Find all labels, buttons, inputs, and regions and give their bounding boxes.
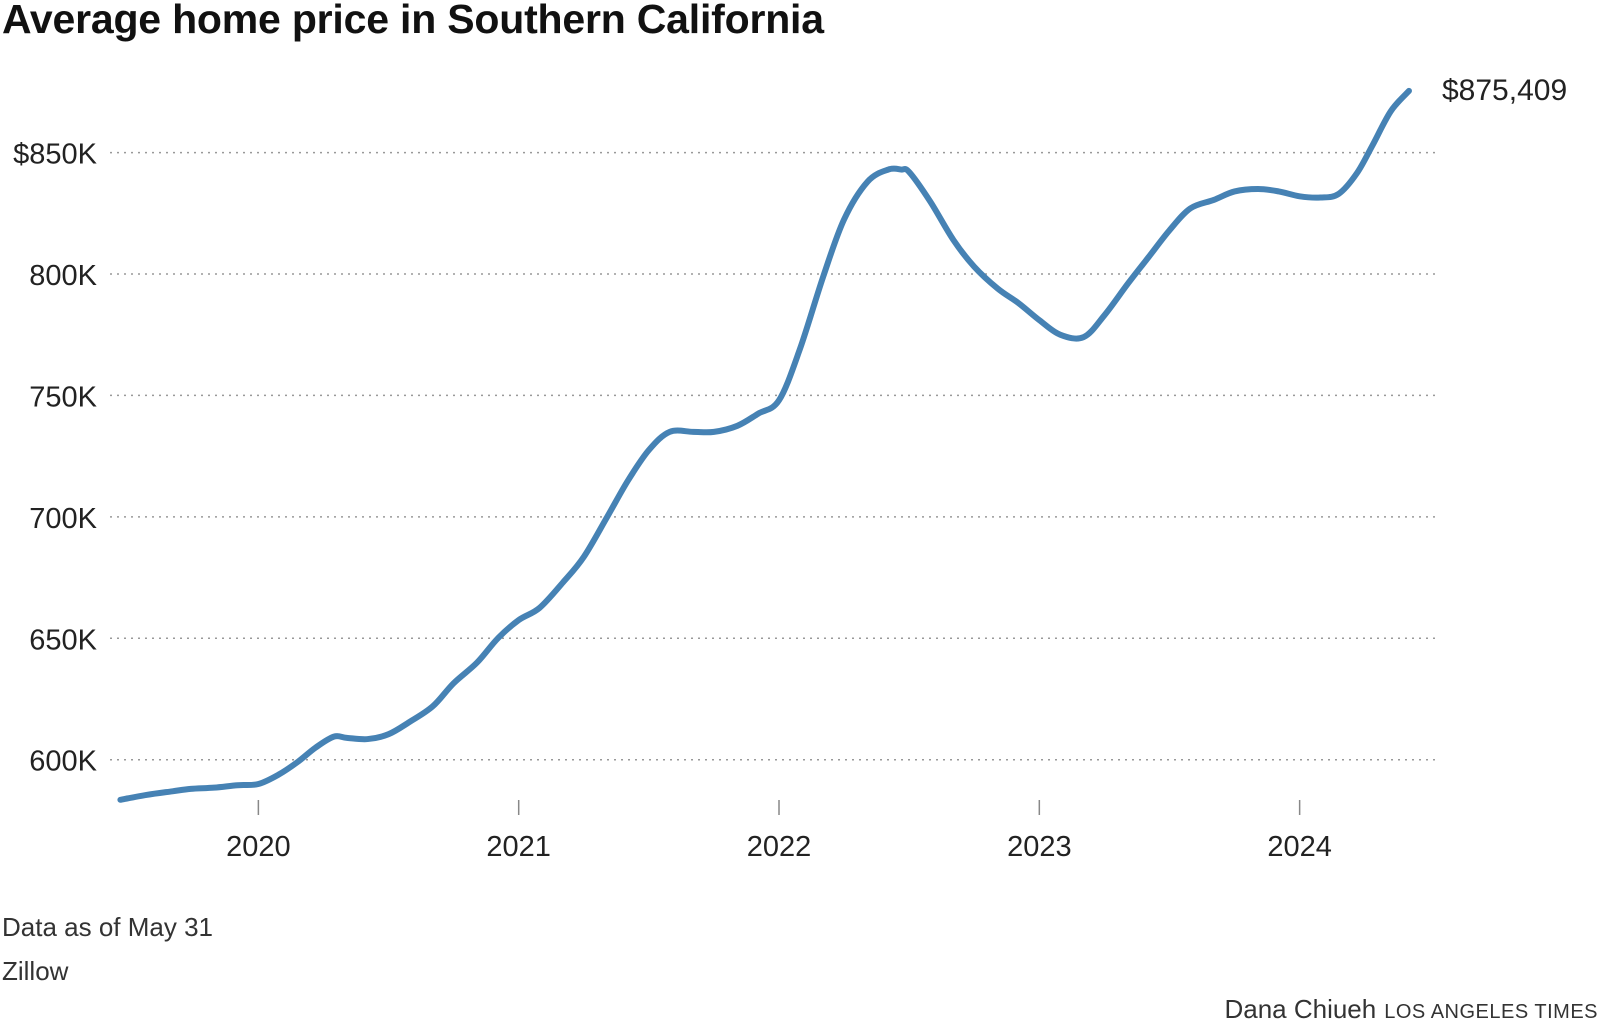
chart-title: Average home price in Southern Californi… <box>2 0 824 42</box>
x-tick-label: 2021 <box>486 831 551 863</box>
y-tick-label: 650K <box>29 624 97 656</box>
x-tick-label: 2023 <box>1007 831 1072 863</box>
gridlines <box>110 151 1435 761</box>
credit: Dana Chiueh LOS ANGELES TIMES <box>1224 994 1598 1025</box>
byline: Dana Chiueh <box>1224 994 1377 1024</box>
y-tick-label: 750K <box>29 381 97 413</box>
x-tick-label: 2024 <box>1267 831 1332 863</box>
end-value-label: $875,409 <box>1442 74 1567 107</box>
y-tick-label: 700K <box>29 503 97 535</box>
x-tick-label: 2020 <box>226 831 291 863</box>
y-tick-label: $850K <box>13 139 98 171</box>
y-axis-tick-labels: $850K 800K 750K 700K 650K 600K <box>13 139 98 778</box>
y-tick-label: 800K <box>29 260 97 292</box>
x-tick-label: 2022 <box>747 831 812 863</box>
data-date-note: Data as of May 31 <box>2 912 213 942</box>
outlet-name: LOS ANGELES TIMES <box>1384 1001 1598 1023</box>
series-layer <box>117 87 1412 803</box>
series-line <box>117 87 1412 803</box>
y-tick-label: 600K <box>29 746 97 778</box>
x-axis-ticks: 2020 2021 2022 2023 2024 <box>226 800 1332 863</box>
source-label: Zillow <box>2 956 69 986</box>
